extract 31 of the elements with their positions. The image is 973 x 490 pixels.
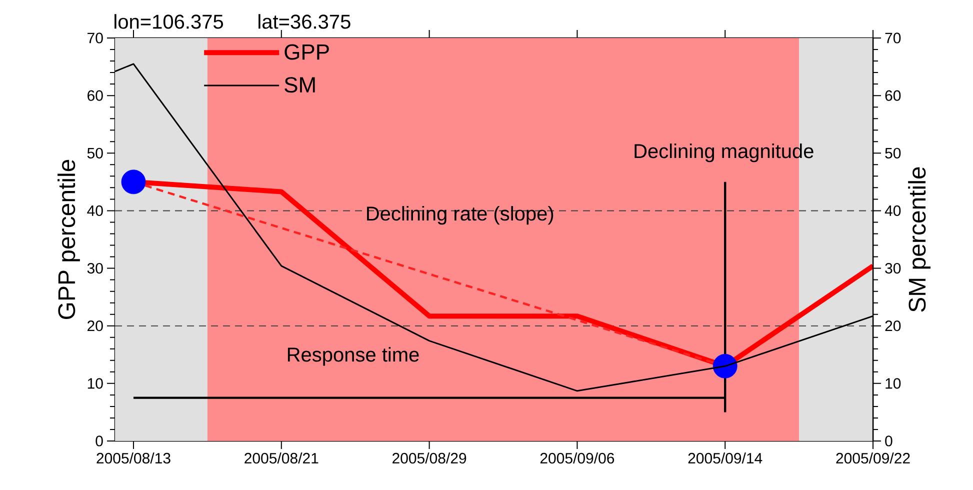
y2-tick-label: 70 — [885, 32, 901, 44]
y-tick-label: 10 — [88, 378, 103, 389]
chart-subtitle: lat=36.375 — [258, 14, 350, 29]
annotation: Declining magnitude — [634, 144, 814, 162]
x-tick-label: 2005/08/29 — [392, 452, 466, 464]
legend-label: SM — [284, 77, 315, 93]
x-tick-label: 2005/08/21 — [244, 452, 318, 464]
chart-title: lon=106.375 — [114, 14, 224, 29]
annotation: Response time — [288, 347, 419, 366]
y-tick-label: 60 — [88, 90, 103, 101]
y2-tick-label: 20 — [885, 320, 901, 332]
legend-label: GPP — [284, 44, 329, 60]
y2-tick-label: 60 — [885, 90, 901, 101]
y-tick-label: 40 — [87, 205, 103, 216]
y-tick-label: 50 — [87, 148, 103, 158]
y-axis-title: GPP percentile — [58, 160, 80, 319]
annotation: Declining rate (slope) — [367, 206, 554, 225]
x-tick-label: 2005/09/22 — [836, 452, 910, 464]
y2-tick-label: 10 — [886, 378, 901, 389]
x-tick-label: 2005/09/06 — [540, 452, 614, 464]
y-tick-label: 20 — [88, 320, 103, 332]
y2-tick-label: 40 — [884, 205, 901, 216]
y2-tick-label: 50 — [885, 148, 901, 158]
y-tick-label: 70 — [88, 32, 103, 44]
y2-axis-title: SM percentile — [908, 167, 930, 312]
y-tick-label: 30 — [87, 262, 103, 274]
x-tick-label: 2005/09/14 — [688, 452, 762, 464]
y2-tick-label: 30 — [885, 262, 901, 274]
y-tick-label: 0 — [96, 436, 103, 446]
x-tick-label: 2005/08/13 — [96, 452, 170, 464]
y2-tick-label: 0 — [885, 436, 892, 446]
